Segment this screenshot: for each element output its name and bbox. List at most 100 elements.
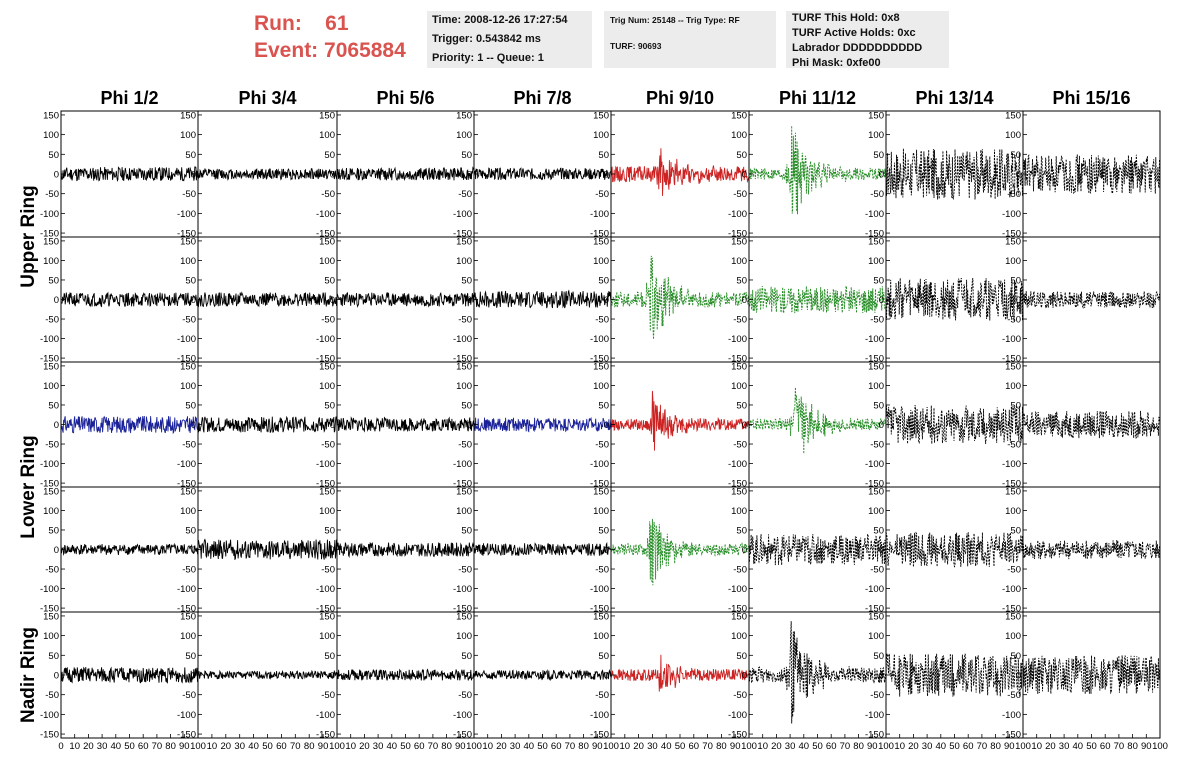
y-tick-label-r3-c6: 150 [731, 361, 747, 372]
column-header-8: Phi 15/16 [1052, 88, 1130, 108]
y-tick-label-r3-c5: 0 [604, 420, 609, 431]
y-tick-label-r3-c5: -50 [595, 440, 609, 451]
y-tick-label-r2-c2: 150 [180, 236, 196, 247]
y-tick-label-r5-c5: -50 [595, 690, 609, 701]
priority-text: Priority: 1 -- Queue: 1 [432, 52, 544, 64]
x-tick-label-c8: 90 [1141, 741, 1152, 752]
y-tick-label-r5-c2: -100 [177, 710, 196, 721]
y-tick-label-r1-c1: -150 [40, 229, 59, 240]
y-tick-label-r3-c6: 100 [731, 381, 747, 392]
y-tick-label-r5-c5: 50 [598, 651, 609, 662]
x-tick-label-c7: 30 [922, 741, 933, 752]
x-tick-label-c4: 60 [551, 741, 562, 752]
x-tick-label-c2: 60 [276, 741, 287, 752]
y-tick-label-r5-c5: 100 [593, 631, 609, 642]
waveform-r3-c8 [1022, 410, 1161, 440]
y-tick-label-r5-c6: 100 [731, 631, 747, 642]
y-tick-label-r1-c8: 100 [1005, 130, 1021, 141]
y-tick-label-r3-c7: 50 [873, 400, 884, 411]
waveform-r4-c3 [336, 541, 475, 559]
x-tick-label-c1: 70 [152, 741, 163, 752]
waveform-r1-c2 [197, 168, 338, 181]
y-tick-label-r3-c8: 150 [1005, 361, 1021, 372]
y-tick-label-r5-c3: -100 [316, 710, 335, 721]
column-header-6: Phi 11/12 [779, 88, 856, 108]
waveform-r2-c2 [197, 291, 338, 308]
y-tick-label-r1-c5: 150 [593, 110, 609, 121]
x-tick-label-c4: 70 [565, 741, 576, 752]
y-tick-label-r5-c8: 100 [1005, 631, 1021, 642]
y-tick-label-r1-c2: 0 [191, 170, 196, 181]
y-tick-label-r1-c2: -150 [177, 229, 196, 240]
y-tick-label-r4-c2: -150 [177, 604, 196, 615]
y-tick-label-r3-c3: -50 [321, 440, 335, 451]
y-tick-label-r1-c1: 0 [54, 170, 59, 181]
y-tick-label-r2-c1: 100 [43, 256, 59, 267]
waveform-r3-c6 [748, 387, 887, 454]
y-tick-label-r1-c7: -50 [870, 189, 884, 200]
y-tick-label-r1-c7: -100 [865, 209, 884, 220]
column-header-3: Phi 5/6 [376, 88, 434, 108]
y-tick-label-r5-c5: 150 [593, 611, 609, 622]
x-tick-label-c4: 30 [510, 741, 521, 752]
x-tick-label-c2: 10 [207, 741, 218, 752]
y-tick-label-r2-c6: 0 [742, 295, 747, 306]
waveform-r1-c8 [1022, 154, 1161, 195]
y-tick-label-r3-c7: 100 [868, 381, 884, 392]
x-tick-label-c4: 90 [592, 741, 603, 752]
y-tick-label-r2-c8: 100 [1005, 256, 1021, 267]
y-tick-label-r2-c1: -150 [40, 354, 59, 365]
y-tick-label-r4-c2: 100 [180, 506, 196, 517]
x-tick-label-c5: 90 [730, 741, 741, 752]
y-tick-label-r5-c2: 150 [180, 611, 196, 622]
x-tick-label-c7: 80 [990, 741, 1001, 752]
y-tick-label-r3-c1: 100 [43, 381, 59, 392]
y-tick-label-r4-c8: -150 [1002, 604, 1021, 615]
ring-label-2: Lower Ring [18, 435, 39, 538]
y-tick-label-r5-c6: -150 [728, 730, 747, 741]
y-tick-label-r1-c8: 0 [1016, 170, 1021, 181]
x-tick-label-c6: 70 [840, 741, 851, 752]
y-tick-label-r4-c2: -50 [182, 565, 196, 576]
y-tick-label-r5-c6: -100 [728, 710, 747, 721]
y-tick-label-r3-c3: -150 [316, 479, 335, 490]
x-tick-label-c8: 10 [1031, 741, 1042, 752]
y-tick-label-r1-c3: 100 [319, 130, 335, 141]
y-tick-label-r1-c3: 150 [319, 110, 335, 121]
y-tick-label-r5-c1: -100 [40, 710, 59, 721]
waveform-r3-c7 [885, 404, 1024, 445]
y-tick-label-r4-c5: 50 [598, 525, 609, 536]
waveform-r1-c3 [336, 166, 474, 182]
waveform-r2-c4 [473, 289, 612, 309]
y-tick-label-r5-c8: -100 [1002, 710, 1021, 721]
y-tick-label-r4-c5: 150 [593, 486, 609, 497]
waveform-r2-c7 [885, 277, 1024, 321]
x-tick-label-c5: 30 [647, 741, 658, 752]
y-tick-label-r5-c7: -150 [865, 730, 884, 741]
y-tick-label-r1-c8: -100 [1002, 209, 1021, 220]
x-tick-label-c5: 60 [689, 741, 700, 752]
y-tick-label-r1-c7: 50 [873, 150, 884, 161]
y-tick-label-r2-c4: -50 [458, 315, 472, 326]
x-tick-label-c1: 10 [69, 741, 80, 752]
y-tick-label-r2-c6: 100 [731, 256, 747, 267]
x-tick-label-c1: 40 [111, 741, 122, 752]
y-tick-label-r3-c7: -150 [865, 479, 884, 490]
waveform-r2-c1 [60, 291, 199, 308]
trigger-info-box: Trig Num: 25148 -- Trig Type: RF TURF: 9… [604, 11, 776, 68]
y-tick-label-r4-c3: -150 [316, 604, 335, 615]
y-tick-label-r5-c5: -150 [590, 730, 609, 741]
x-tick-label-c7: 50 [949, 741, 960, 752]
y-tick-label-r5-c3: -150 [316, 730, 335, 741]
y-tick-label-r2-c8: 50 [1010, 275, 1021, 286]
event-value: 7065884 [324, 39, 406, 62]
y-tick-label-r4-c8: -50 [1007, 565, 1021, 576]
y-tick-label-r4-c1: 100 [43, 506, 59, 517]
y-tick-label-r4-c6: 100 [731, 506, 747, 517]
x-tick-label-c3: 80 [441, 741, 452, 752]
y-tick-label-r1-c2: 100 [180, 130, 196, 141]
x-tick-label-c6: 30 [785, 741, 796, 752]
x-tick-label-c2: 20 [221, 741, 232, 752]
y-tick-label-r1-c7: 0 [879, 170, 884, 181]
